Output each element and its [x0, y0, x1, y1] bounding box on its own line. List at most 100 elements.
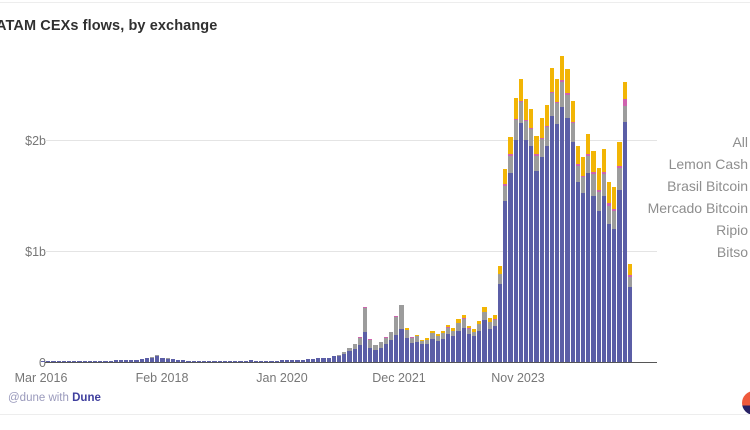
bar-2022-01[interactable] [404, 328, 409, 362]
bar-2022-07[interactable] [435, 333, 440, 362]
bar-2018-01[interactable] [155, 354, 160, 362]
bar-2018-07[interactable] [186, 360, 191, 362]
bar-2020-04[interactable] [295, 360, 300, 362]
bar-2018-12[interactable] [212, 360, 217, 362]
bar-2024-09[interactable] [570, 101, 575, 362]
bar-2020-03[interactable] [290, 359, 295, 362]
bar-2021-03[interactable] [352, 343, 357, 362]
bar-2023-07[interactable] [497, 266, 503, 362]
bar-2017-04[interactable] [108, 360, 113, 362]
bar-2017-10[interactable] [139, 359, 144, 362]
bar-2019-01[interactable] [217, 361, 222, 362]
bar-2018-08[interactable] [191, 360, 196, 362]
bar-2022-05[interactable] [425, 338, 430, 362]
bar-2017-03[interactable] [103, 360, 108, 362]
bar-2024-11[interactable] [581, 156, 586, 362]
bar-2020-11[interactable] [331, 355, 336, 362]
bar-2024-07[interactable] [560, 55, 565, 362]
bar-2021-02[interactable] [347, 347, 352, 362]
bar-2019-10[interactable] [264, 360, 269, 362]
bar-2021-11[interactable] [394, 315, 399, 362]
bar-2017-08[interactable] [129, 360, 134, 362]
bar-2023-02[interactable] [472, 328, 477, 362]
bar-2023-03[interactable] [477, 320, 482, 362]
bar-2016-06[interactable] [56, 361, 61, 362]
legend-item-brasil-bitcoin[interactable]: Brasil Bitcoin [667, 178, 748, 194]
bar-2018-04[interactable] [170, 359, 175, 362]
bar-2021-04[interactable] [357, 337, 362, 362]
bar-2018-06[interactable] [181, 360, 186, 362]
legend-item-bitso[interactable]: Bitso [716, 244, 748, 260]
bar-2023-04[interactable] [482, 307, 487, 362]
bar-2016-10[interactable] [77, 361, 82, 362]
bar-2019-09[interactable] [259, 360, 264, 362]
bar-2025-06[interactable] [617, 142, 622, 362]
bar-2024-01[interactable] [529, 108, 534, 362]
bar-2018-11[interactable] [207, 360, 212, 362]
bar-2019-04[interactable] [233, 360, 238, 362]
bar-2020-09[interactable] [321, 358, 326, 362]
bar-2016-05[interactable] [51, 361, 56, 362]
bar-2024-02[interactable] [534, 135, 539, 362]
bar-2023-09[interactable] [508, 136, 513, 362]
bar-2020-12[interactable] [337, 354, 342, 362]
bar-2022-06[interactable] [430, 330, 435, 362]
bar-2023-12[interactable] [523, 98, 529, 362]
bar-2016-11[interactable] [82, 360, 87, 362]
bar-2023-01[interactable] [466, 325, 472, 362]
bar-2021-08[interactable] [378, 341, 383, 362]
bar-2019-03[interactable] [227, 360, 233, 362]
bar-2017-11[interactable] [144, 358, 150, 362]
bar-2019-07[interactable] [248, 360, 253, 362]
legend-item-all[interactable]: All [732, 134, 748, 150]
bar-2016-07[interactable] [61, 361, 66, 362]
bar-2021-12[interactable] [399, 304, 404, 362]
bar-2021-10[interactable] [388, 331, 394, 362]
bar-2021-06[interactable] [368, 339, 373, 362]
bar-2019-12[interactable] [274, 360, 279, 362]
bar-2024-06[interactable] [555, 78, 560, 362]
bar-2024-04[interactable] [544, 104, 549, 362]
bar-2025-05[interactable] [612, 186, 617, 362]
bar-2020-06[interactable] [305, 359, 311, 362]
bar-2022-03[interactable] [414, 335, 420, 362]
bar-2018-10[interactable] [201, 360, 207, 362]
bar-2020-02[interactable] [285, 360, 290, 362]
bar-2019-11[interactable] [269, 360, 274, 362]
bar-2023-11[interactable] [518, 78, 523, 362]
bar-2018-03[interactable] [165, 358, 170, 362]
legend-item-lemon-cash[interactable]: Lemon Cash [668, 156, 748, 172]
bar-2025-02[interactable] [596, 167, 601, 362]
bar-2019-06[interactable] [243, 360, 248, 362]
bar-2016-08[interactable] [66, 361, 72, 362]
bar-2022-08[interactable] [440, 330, 446, 362]
bar-2022-09[interactable] [446, 324, 451, 362]
bar-2018-02[interactable] [160, 357, 165, 362]
bar-2023-10[interactable] [513, 97, 518, 362]
bar-2016-12[interactable] [87, 360, 92, 362]
bar-2018-09[interactable] [196, 360, 201, 362]
bar-2024-08[interactable] [565, 69, 570, 362]
bar-2016-09[interactable] [72, 361, 77, 362]
bar-2017-01[interactable] [92, 360, 98, 362]
bar-2022-02[interactable] [409, 336, 414, 362]
bar-2021-07[interactable] [373, 345, 378, 362]
bar-2020-08[interactable] [316, 358, 321, 362]
legend-item-ripio[interactable]: Ripio [716, 222, 748, 238]
dune-logo-icon[interactable] [742, 391, 750, 415]
bar-2020-01[interactable] [279, 360, 285, 362]
bar-2022-10[interactable] [451, 328, 456, 362]
bar-2020-10[interactable] [326, 357, 331, 362]
bar-2019-05[interactable] [238, 360, 243, 362]
bar-2021-09[interactable] [383, 337, 388, 362]
bar-2023-06[interactable] [492, 315, 497, 362]
bar-2021-01[interactable] [342, 352, 347, 362]
bar-2025-08[interactable] [627, 264, 632, 362]
bar-2017-05[interactable] [113, 360, 118, 362]
bar-2022-04[interactable] [420, 339, 425, 362]
bar-2024-05[interactable] [549, 67, 555, 362]
bar-2019-08[interactable] [253, 360, 259, 362]
bar-2016-04[interactable] [46, 361, 51, 362]
bar-2016-03[interactable] [41, 361, 46, 362]
bar-2025-07[interactable] [622, 82, 627, 362]
